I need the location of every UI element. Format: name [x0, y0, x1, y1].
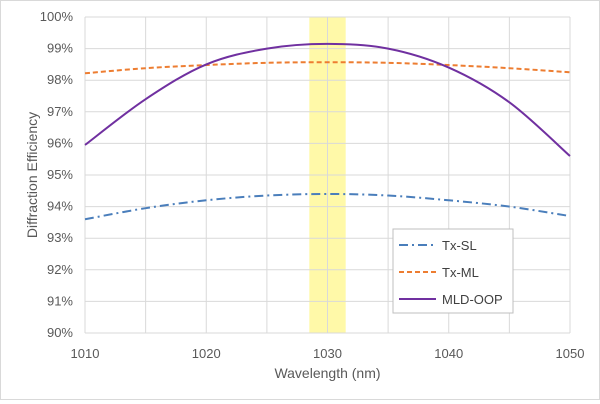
series-layer — [84, 42, 571, 221]
legend-label: Tx-SL — [442, 238, 477, 253]
x-axis-title: Wavelength (nm) — [274, 365, 380, 381]
y-tick-label: 98% — [47, 72, 73, 87]
legend-label: MLD-OOP — [442, 292, 503, 307]
x-tick-label: 1020 — [192, 346, 221, 361]
y-tick-label: 90% — [47, 325, 73, 340]
y-tick-label: 93% — [47, 230, 73, 245]
legend: Tx-SL Tx-ML MLD-OOP — [392, 228, 514, 314]
y-tick-label: 94% — [47, 199, 73, 214]
y-tick-label: 100% — [40, 9, 74, 24]
x-tick-label: 1030 — [313, 346, 342, 361]
legend-label: Tx-ML — [442, 265, 479, 280]
series-line-tx-sl — [84, 192, 571, 221]
y-tick-label: 99% — [47, 41, 73, 56]
y-axis-title: Diffraction Efficiency — [24, 112, 40, 238]
y-tick-label: 91% — [47, 293, 73, 308]
x-tick-label: 1010 — [71, 346, 100, 361]
tick-label-layer: 90% 91% 92% 93% 94% 95% 96% 97% 98% 99% 100% 1010 10… — [40, 9, 585, 361]
series-line-mld-oop — [84, 42, 571, 157]
y-tick-label: 95% — [47, 167, 73, 182]
x-tick-label: 1040 — [434, 346, 463, 361]
legend-items: Tx-SL Tx-ML MLD-OOP — [399, 238, 503, 307]
x-tick-label: 1050 — [556, 346, 585, 361]
y-tick-label: 96% — [47, 135, 73, 150]
series-line-tx-ml — [84, 61, 571, 75]
y-tick-label: 92% — [47, 262, 73, 277]
y-tick-label: 97% — [47, 104, 73, 119]
